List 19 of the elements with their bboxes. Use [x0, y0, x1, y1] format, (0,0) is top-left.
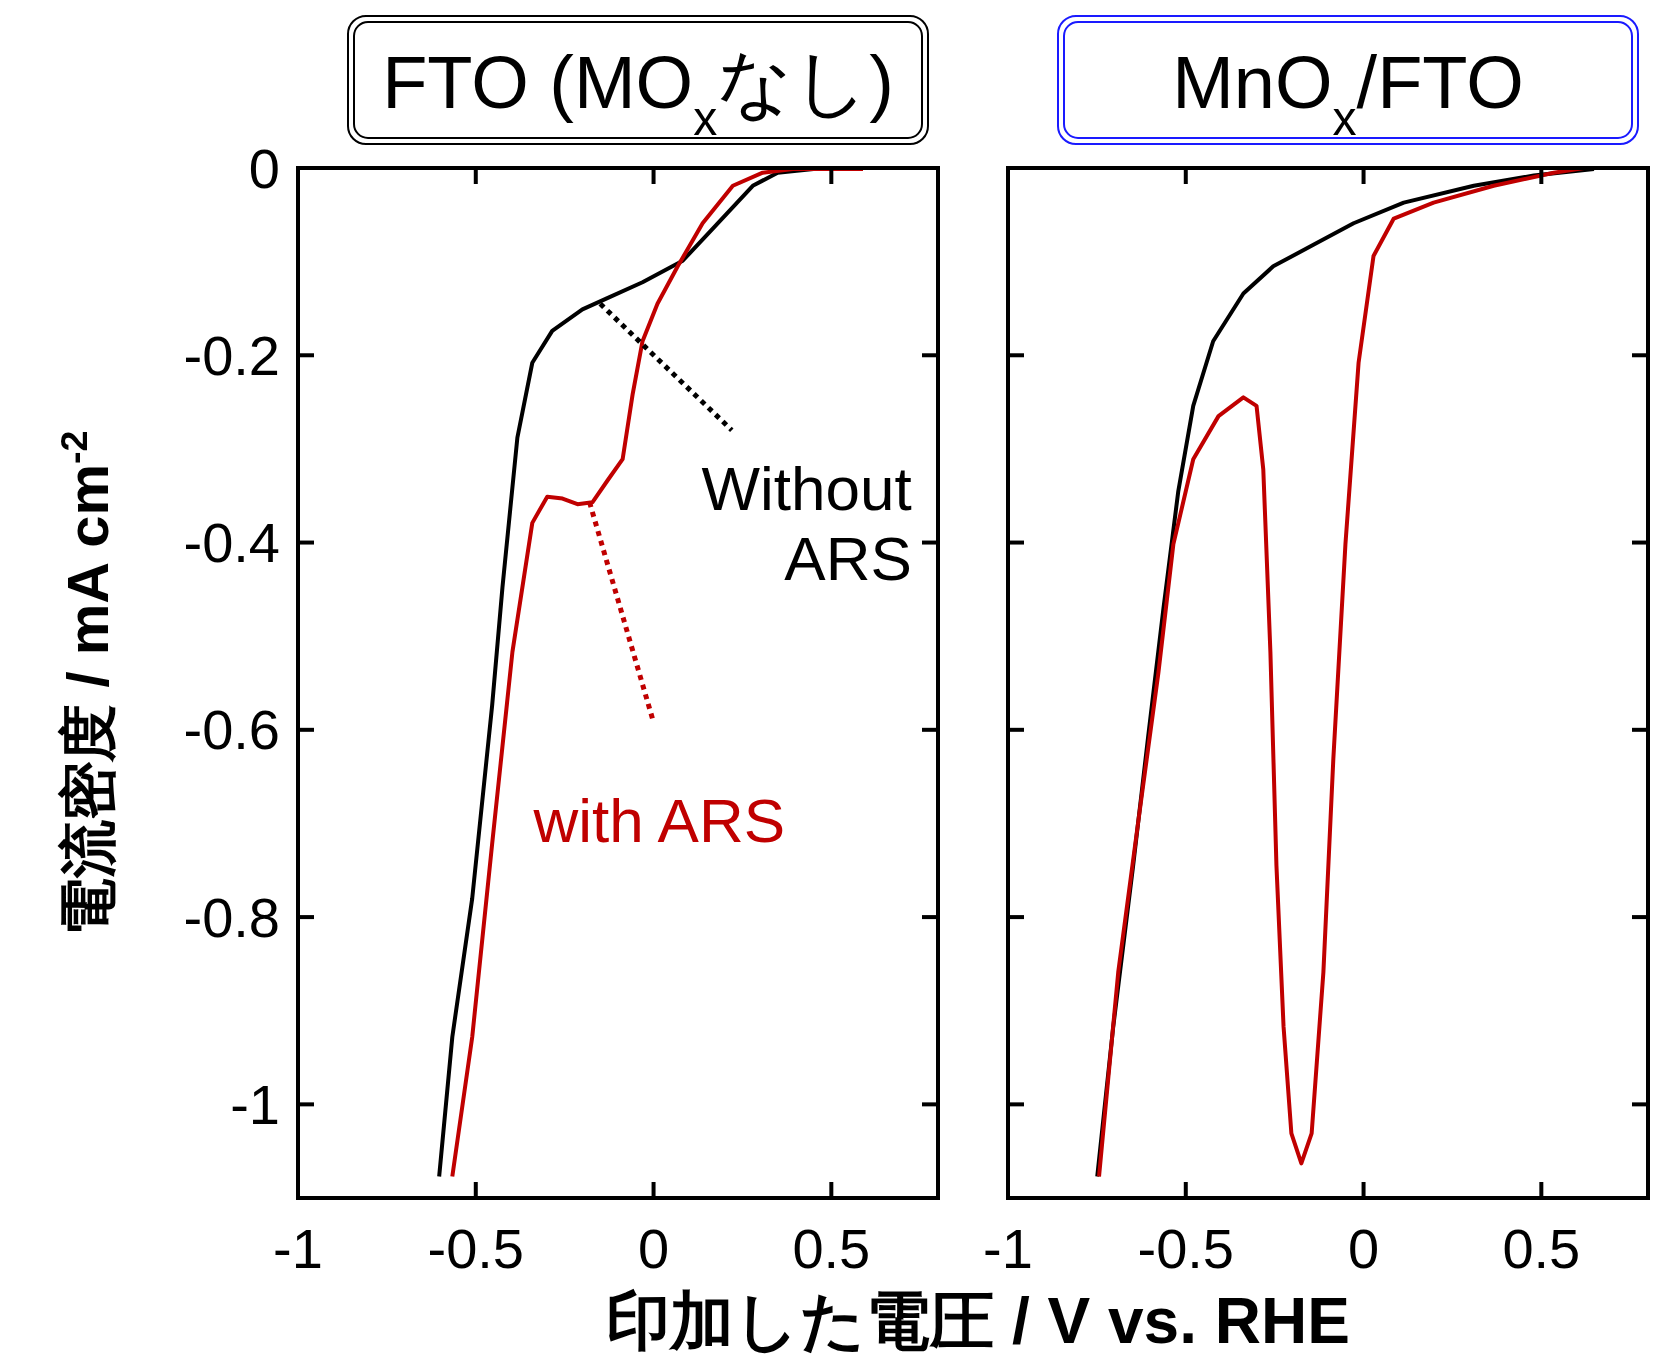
y-tick-label: -0.8 — [183, 885, 280, 949]
annotation: Without ARS — [701, 454, 912, 594]
x-tick-label: 0 — [1347, 1217, 1380, 1280]
x-tick-label: 0.5 — [1502, 1217, 1581, 1280]
chart-title: FTO (MO$_{x}$なし) — [382, 41, 894, 145]
x-tick-label: 0.5 — [792, 1217, 871, 1280]
x-axis-title: 印加した電圧 / V vs. RHE — [606, 1285, 1350, 1357]
chart-title: MnO$_{x}$/FTO — [1172, 41, 1524, 145]
x-tick-label: -1 — [273, 1217, 323, 1280]
x-tick-label: -0.5 — [427, 1217, 525, 1280]
y-tick-label: -0.6 — [183, 698, 280, 762]
x-tick-label: -0.5 — [1137, 1217, 1235, 1280]
x-tick-label: -1 — [983, 1217, 1033, 1280]
x-tick-label: 0 — [637, 1217, 670, 1280]
annotation: with ARS — [532, 786, 786, 856]
y-tick-label: -0.4 — [183, 511, 280, 575]
y-tick-label: 0 — [248, 136, 280, 200]
y-tick-label: -1 — [230, 1072, 280, 1136]
y-tick-label: -0.2 — [183, 323, 280, 387]
